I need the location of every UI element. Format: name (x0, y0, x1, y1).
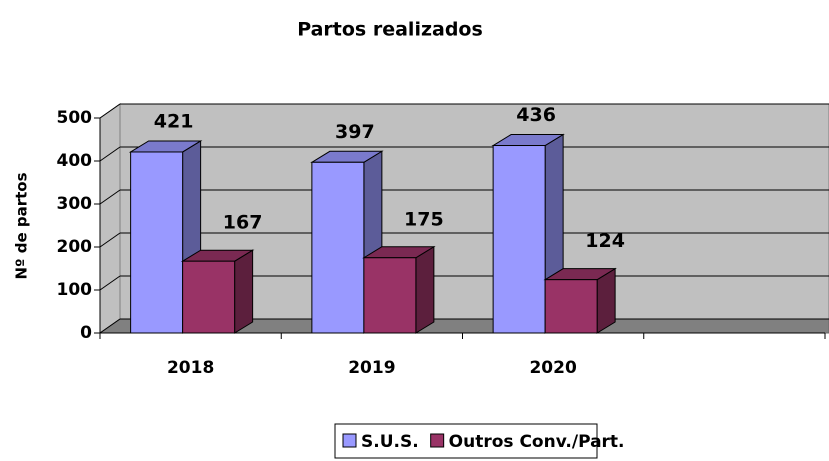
bar-front (130, 151, 184, 334)
grid-line (99, 275, 121, 291)
bar-front (492, 145, 546, 334)
x-tick-label: 2018 (167, 358, 214, 378)
bar-side (234, 249, 254, 334)
data-label: 175 (404, 208, 444, 230)
y-tick-label: 200 (57, 237, 93, 257)
y-tick-label: 400 (57, 151, 93, 171)
bar (180, 249, 255, 334)
data-label: 397 (335, 121, 375, 143)
x-tick-label: 2020 (529, 358, 576, 378)
grid-line (99, 103, 121, 119)
bar-front (544, 279, 598, 334)
bar-front (182, 260, 236, 334)
chart-title: Partos realizados (297, 19, 483, 41)
bar (543, 267, 617, 334)
side-wall (99, 103, 121, 334)
y-axis-label: Nº de partos (13, 172, 31, 279)
grid-line (99, 232, 121, 248)
grid-line (99, 189, 121, 205)
legend-box (334, 423, 598, 459)
bar-front (363, 257, 417, 334)
legend-label: S.U.S. (361, 432, 419, 452)
grid-line (99, 318, 121, 334)
bar-front (311, 161, 365, 334)
grid-line (99, 146, 121, 162)
bar (362, 245, 436, 334)
y-tick-label: 0 (80, 323, 92, 343)
bar (310, 150, 384, 334)
x-tick-label: 2019 (348, 358, 395, 378)
y-tick-label: 500 (57, 108, 93, 128)
data-label: 167 (223, 212, 263, 234)
legend-swatch (430, 433, 445, 448)
legend-label: Outros Conv./Part. (449, 432, 625, 452)
data-label: 124 (585, 230, 625, 252)
y-tick-label: 100 (57, 280, 93, 300)
legend-swatch (342, 433, 357, 448)
data-label: 421 (154, 110, 194, 132)
data-label: 436 (516, 104, 556, 126)
legend: S.U.S. Outros Conv./Part. (334, 423, 625, 459)
bar (128, 140, 203, 334)
y-tick-label: 300 (57, 194, 93, 214)
bar-side (415, 245, 435, 334)
